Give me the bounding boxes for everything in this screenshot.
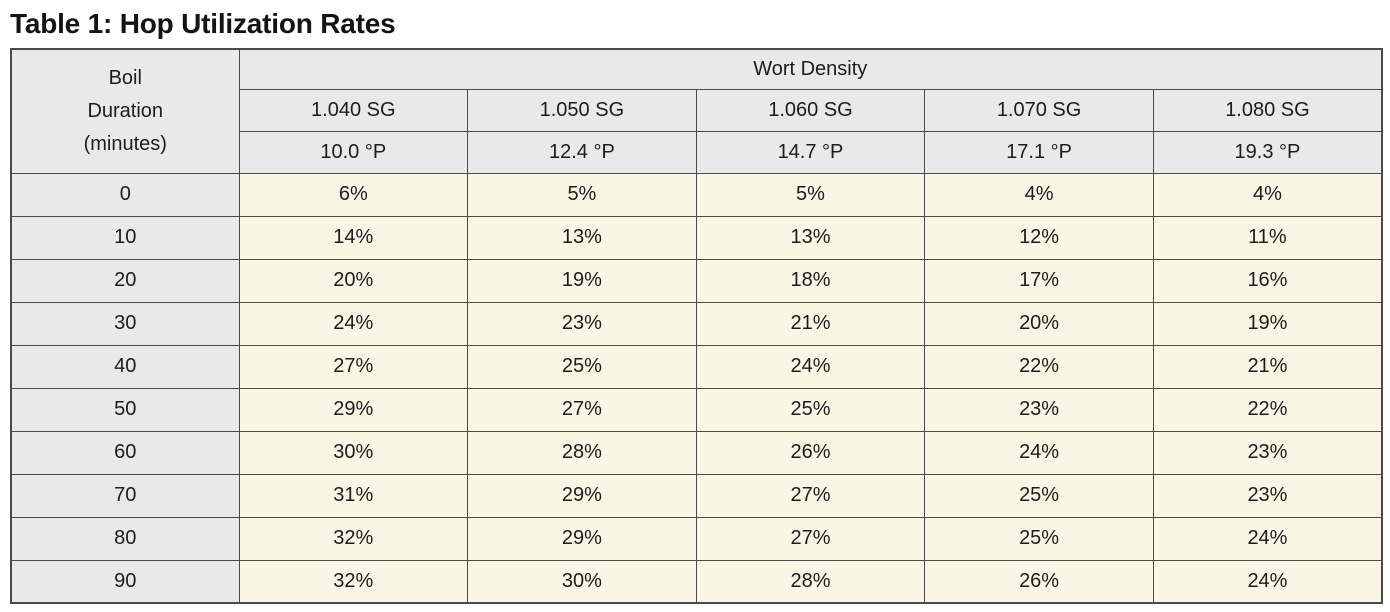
utilization-cell: 23% xyxy=(1152,473,1383,518)
utilization-cell: 25% xyxy=(924,473,1154,518)
table-row: 20 20% 19% 18% 17% 16% xyxy=(10,258,1383,303)
utilization-cell: 32% xyxy=(238,516,469,561)
hop-utilization-table: Boil Duration (minutes) Wort Density 1.0… xyxy=(10,48,1384,604)
utilization-cell: 31% xyxy=(238,473,469,518)
utilization-cell: 17% xyxy=(924,258,1154,303)
table-row: 60 30% 28% 26% 24% 23% xyxy=(10,430,1383,475)
boil-duration-cell: 30 xyxy=(10,301,240,346)
utilization-cell: 26% xyxy=(924,559,1154,604)
page-title: Table 1: Hop Utilization Rates xyxy=(10,8,396,39)
sg-header-cell: 1.050 SG xyxy=(467,88,697,132)
utilization-cell: 30% xyxy=(238,430,469,475)
table-row: 80 32% 29% 27% 25% 24% xyxy=(10,516,1383,561)
utilization-cell: 32% xyxy=(238,559,469,604)
plato-header-cell: 14.7 °P xyxy=(695,130,926,174)
utilization-cell: 23% xyxy=(467,301,697,346)
utilization-cell: 23% xyxy=(924,387,1154,432)
utilization-cell: 14% xyxy=(238,215,469,260)
wort-density-header: Wort Density xyxy=(238,48,1383,90)
boil-duration-cell: 90 xyxy=(10,559,240,604)
utilization-cell: 5% xyxy=(695,172,926,217)
utilization-cell: 25% xyxy=(924,516,1154,561)
utilization-cell: 20% xyxy=(924,301,1154,346)
table-row: 0 6% 5% 5% 4% 4% xyxy=(10,172,1383,217)
boil-duration-cell: 20 xyxy=(10,258,240,303)
utilization-cell: 26% xyxy=(695,430,926,475)
utilization-cell: 27% xyxy=(467,387,697,432)
utilization-cell: 5% xyxy=(467,172,697,217)
utilization-cell: 22% xyxy=(1152,387,1383,432)
utilization-cell: 13% xyxy=(467,215,697,260)
utilization-cell: 24% xyxy=(238,301,469,346)
boil-duration-cell: 60 xyxy=(10,430,240,475)
utilization-cell: 24% xyxy=(924,430,1154,475)
sg-header-cell: 1.040 SG xyxy=(238,88,469,132)
utilization-cell: 30% xyxy=(467,559,697,604)
utilization-cell: 20% xyxy=(238,258,469,303)
utilization-cell: 16% xyxy=(1152,258,1383,303)
utilization-cell: 19% xyxy=(467,258,697,303)
corner-header-line-2: Duration xyxy=(87,99,164,122)
utilization-cell: 24% xyxy=(1152,559,1383,604)
sg-header-cell: 1.080 SG xyxy=(1152,88,1383,132)
utilization-cell: 11% xyxy=(1152,215,1383,260)
corner-header-line-3: (minutes) xyxy=(83,132,167,155)
boil-duration-cell: 40 xyxy=(10,344,240,389)
utilization-cell: 19% xyxy=(1152,301,1383,346)
plato-header-cell: 17.1 °P xyxy=(924,130,1154,174)
corner-header-line-1: Boil xyxy=(108,66,142,89)
utilization-cell: 27% xyxy=(238,344,469,389)
utilization-cell: 29% xyxy=(238,387,469,432)
boil-duration-cell: 0 xyxy=(10,172,240,217)
utilization-cell: 27% xyxy=(695,516,926,561)
utilization-cell: 18% xyxy=(695,258,926,303)
utilization-cell: 4% xyxy=(924,172,1154,217)
utilization-cell: 12% xyxy=(924,215,1154,260)
utilization-cell: 4% xyxy=(1152,172,1383,217)
utilization-cell: 28% xyxy=(695,559,926,604)
utilization-cell: 6% xyxy=(238,172,469,217)
utilization-cell: 27% xyxy=(695,473,926,518)
corner-header-cell: Boil Duration (minutes) xyxy=(10,48,240,174)
utilization-cell: 22% xyxy=(924,344,1154,389)
table-body: 0 6% 5% 5% 4% 4% 10 14% 13% 13% 12% 11% 20 20% 19% 18% 1… xyxy=(10,172,1383,604)
utilization-cell: 21% xyxy=(1152,344,1383,389)
table-row: 90 32% 30% 28% 26% 24% xyxy=(10,559,1383,604)
sg-header-cell: 1.060 SG xyxy=(695,88,926,132)
utilization-cell: 25% xyxy=(695,387,926,432)
utilization-cell: 29% xyxy=(467,473,697,518)
table-row: 50 29% 27% 25% 23% 22% xyxy=(10,387,1383,432)
plato-header-cell: 19.3 °P xyxy=(1152,130,1383,174)
utilization-cell: 13% xyxy=(695,215,926,260)
utilization-cell: 25% xyxy=(467,344,697,389)
boil-duration-cell: 70 xyxy=(10,473,240,518)
utilization-cell: 23% xyxy=(1152,430,1383,475)
table-row: 40 27% 25% 24% 22% 21% xyxy=(10,344,1383,389)
utilization-cell: 29% xyxy=(467,516,697,561)
plato-header-cell: 12.4 °P xyxy=(467,130,697,174)
utilization-cell: 28% xyxy=(467,430,697,475)
boil-duration-cell: 10 xyxy=(10,215,240,260)
sg-header-cell: 1.070 SG xyxy=(924,88,1154,132)
table-row: 30 24% 23% 21% 20% 19% xyxy=(10,301,1383,346)
utilization-cell: 24% xyxy=(695,344,926,389)
utilization-cell: 24% xyxy=(1152,516,1383,561)
boil-duration-cell: 80 xyxy=(10,516,240,561)
boil-duration-cell: 50 xyxy=(10,387,240,432)
plato-header-cell: 10.0 °P xyxy=(238,130,469,174)
utilization-cell: 21% xyxy=(695,301,926,346)
table-row: 70 31% 29% 27% 25% 23% xyxy=(10,473,1383,518)
table-row: 10 14% 13% 13% 12% 11% xyxy=(10,215,1383,260)
